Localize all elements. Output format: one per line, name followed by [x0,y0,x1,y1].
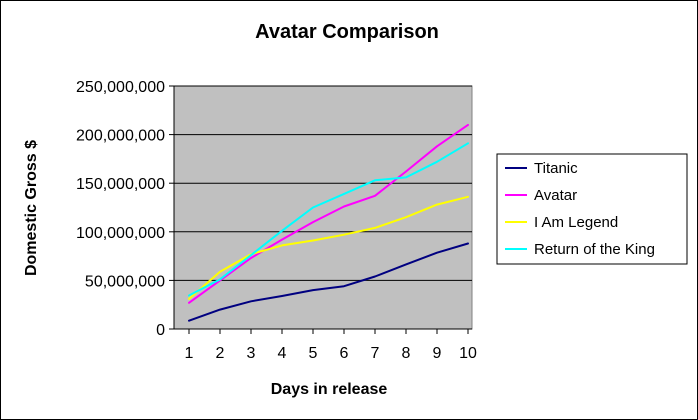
x-tick-label: 10 [459,345,477,362]
series-line-avatar [188,123,469,304]
legend-box [496,153,688,265]
x-tick-label: 6 [340,345,349,362]
x-tick-label: 3 [247,345,256,362]
x-tick-label: 2 [216,345,225,362]
x-tick-label: 4 [278,345,287,362]
y-tick-label: 150,000,000 [76,176,165,193]
series-line-i-am-legend [188,195,469,300]
x-tick-label: 1 [185,345,194,362]
legend-label-avatar: Avatar [534,187,577,204]
y-axis-title: Domestic Gross $ [23,140,40,276]
y-tick-label: 0 [156,322,165,339]
legend-label-titanic: Titanic [534,160,578,177]
y-tick-label: 100,000,000 [76,225,165,242]
x-tick-label: 5 [309,345,318,362]
x-axis-title: Days in release [271,381,388,398]
x-axis-ticks: 1 2 3 4 5 6 7 8 9 10 [185,329,477,362]
x-tick-label: 9 [433,345,442,362]
series-line-titanic [188,242,469,322]
gridlines [174,85,472,281]
y-tick-label: 250,000,000 [76,79,165,96]
y-tick-label: 50,000,000 [85,273,165,290]
series-line-return-of-the-king [188,142,469,297]
legend-label-return-of-the-king: Return of the King [534,241,655,258]
chart-title: Avatar Comparison [255,21,439,43]
y-axis-ticks: 0 50,000,000 100,000,000 150,000,000 200,000… [76,79,174,339]
x-tick-label: 8 [402,345,411,362]
series-lines [188,123,469,322]
legend: Titanic Avatar I Am Legend Return of the Ki… [496,153,688,265]
legend-label-i-am-legend: I Am Legend [534,214,618,231]
x-tick-label: 7 [371,345,380,362]
y-tick-label: 200,000,000 [76,128,165,145]
